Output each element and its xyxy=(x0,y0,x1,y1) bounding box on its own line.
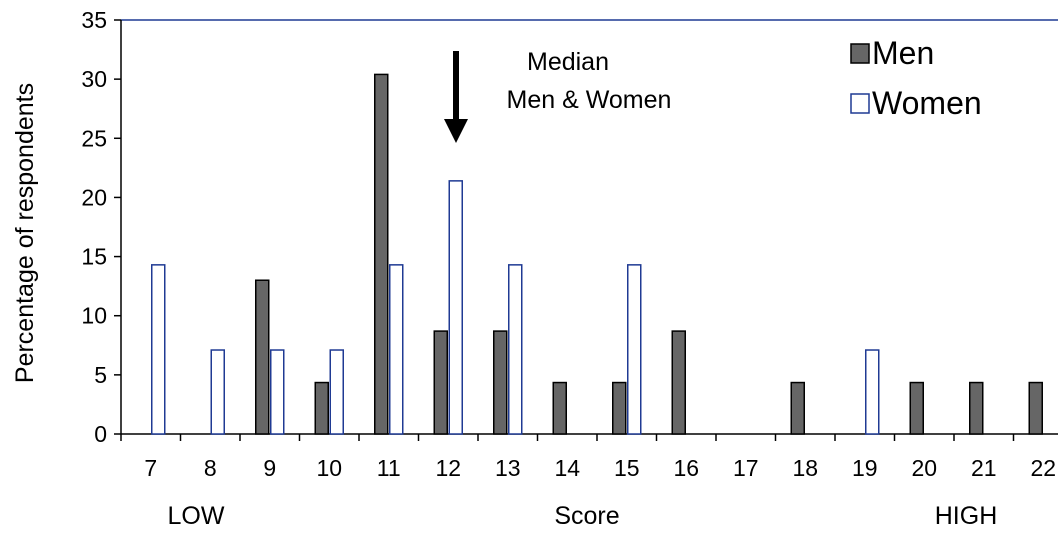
bar-men-18 xyxy=(790,381,805,435)
legend-label-women: Women xyxy=(872,85,982,121)
legend-swatch-women xyxy=(850,93,870,114)
x-tick-label: 21 xyxy=(971,455,997,481)
bar-women-15 xyxy=(627,264,642,435)
x-tick-label: 15 xyxy=(614,455,640,481)
bar-women-8 xyxy=(210,349,225,435)
y-tick-label: 10 xyxy=(81,303,107,329)
bar-women-19 xyxy=(865,349,880,435)
legend-item-men: Men xyxy=(850,35,934,71)
x-tick-label: 8 xyxy=(204,455,217,481)
y-tick-label: 30 xyxy=(81,66,107,92)
bar-women-10 xyxy=(329,349,344,435)
bar-men-10 xyxy=(314,381,329,435)
bar-women-12 xyxy=(448,180,463,435)
y-axis-label: Percentage of respondents xyxy=(11,83,39,383)
y-tick-label: 5 xyxy=(94,362,107,388)
x-tick-label: 18 xyxy=(792,455,818,481)
bar-women-11 xyxy=(389,264,404,435)
bar-men-22 xyxy=(1028,381,1043,435)
y-axis-ticks: 0 5 10 15 20 25 30 35 xyxy=(81,7,121,447)
x-axis-high-label: HIGH xyxy=(935,502,998,530)
bar-women-7 xyxy=(151,264,166,435)
median-annotation: Median Men & Women xyxy=(444,48,671,143)
bar-men-15 xyxy=(612,381,627,435)
y-tick-label: 25 xyxy=(81,125,107,151)
x-tick-label: 19 xyxy=(852,455,878,481)
x-tick-label: 14 xyxy=(554,455,580,481)
bar-men-21 xyxy=(969,381,984,435)
x-tick-label: 10 xyxy=(316,455,342,481)
bar-men-12 xyxy=(433,330,448,435)
bar-women-13 xyxy=(508,264,523,435)
annotation-line-1: Median xyxy=(527,48,609,76)
x-tick-label: 17 xyxy=(733,455,759,481)
x-tick-label: 12 xyxy=(435,455,461,481)
bar-men-9 xyxy=(255,279,270,435)
x-tick-label: 20 xyxy=(911,455,937,481)
y-tick-label: 35 xyxy=(81,7,107,33)
legend-label-men: Men xyxy=(872,35,934,71)
x-axis-low-label: LOW xyxy=(168,502,225,530)
annotation-line-2: Men & Women xyxy=(507,86,672,114)
bar-men-11 xyxy=(374,73,389,435)
x-axis-ticks: 7 8 9 10 11 12 13 14 15 16 17 18 19 20 21 22 xyxy=(120,434,1056,481)
legend-swatch-men xyxy=(850,43,870,64)
bar-men-16 xyxy=(671,330,686,435)
x-axis-label: Score xyxy=(554,502,619,530)
x-tick-label: 16 xyxy=(673,455,699,481)
y-tick-label: 0 xyxy=(94,421,107,447)
bar-women-9 xyxy=(270,349,285,435)
bars xyxy=(151,73,1043,435)
x-tick-label: 13 xyxy=(495,455,521,481)
x-tick-label: 7 xyxy=(144,455,157,481)
x-tick-label: 9 xyxy=(263,455,276,481)
x-tick-label: 11 xyxy=(377,455,401,481)
bar-men-14 xyxy=(552,381,567,435)
bar-men-20 xyxy=(909,381,924,435)
x-tick-label: 22 xyxy=(1030,455,1056,481)
bar-men-13 xyxy=(493,330,508,435)
down-arrow-icon xyxy=(444,51,468,143)
legend: Men Women xyxy=(850,35,982,121)
y-tick-label: 20 xyxy=(81,184,107,210)
legend-item-women: Women xyxy=(850,85,982,121)
y-tick-label: 15 xyxy=(81,244,107,270)
